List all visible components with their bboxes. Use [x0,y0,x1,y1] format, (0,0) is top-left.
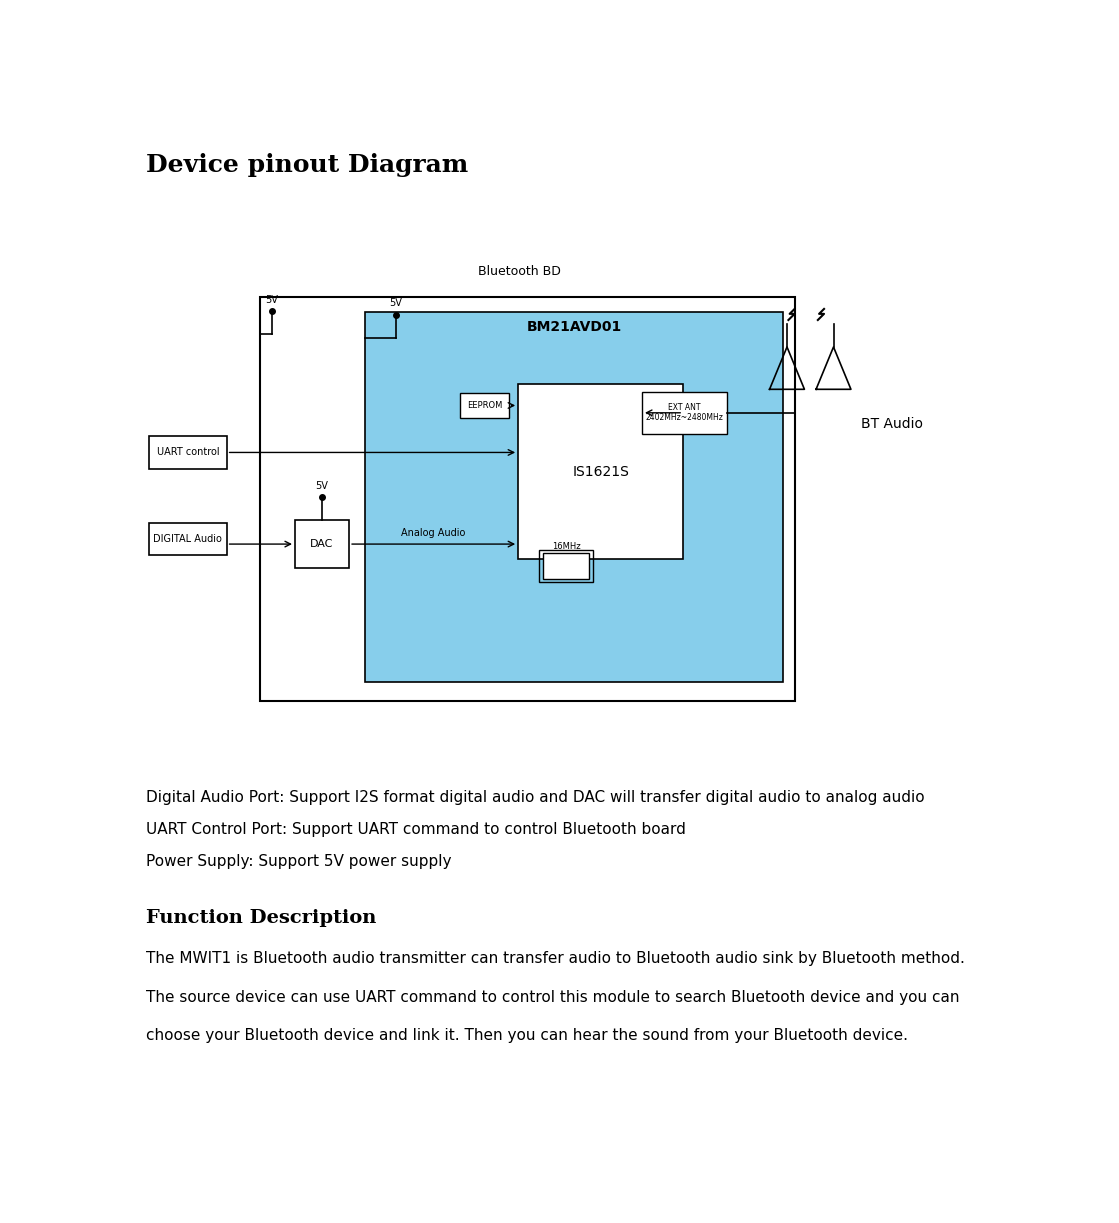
Text: IS1621S: IS1621S [572,465,629,478]
Text: Power Supply: Support 5V power supply: Power Supply: Support 5V power supply [147,855,452,870]
Text: DIGITAL Audio: DIGITAL Audio [153,533,223,544]
Text: BM21AVD01: BM21AVD01 [526,320,621,334]
Bar [149,522,227,555]
Bar [295,520,349,567]
Bar [518,384,684,559]
Text: The MWIT1 is Bluetooth audio transmitter can transfer audio to Bluetooth audio s: The MWIT1 is Bluetooth audio transmitter… [147,951,965,966]
Text: 5V: 5V [389,298,402,308]
Text: EEPROM: EEPROM [467,401,502,410]
Bar [365,312,783,682]
Text: 5V: 5V [265,295,278,305]
Bar [149,437,227,468]
Text: 16MHz: 16MHz [552,542,581,552]
Bar [539,550,593,582]
Text: Device pinout Diagram: Device pinout Diagram [147,153,469,177]
Bar [460,393,509,418]
Text: BT Audio: BT Audio [861,417,923,430]
Bar [543,553,590,578]
Text: The source device can use UART command to control this module to search Bluetoot: The source device can use UART command t… [147,989,960,1005]
Text: Analog Audio: Analog Audio [402,528,466,538]
Text: Bluetooth BD: Bluetooth BD [478,265,561,279]
Text: choose your Bluetooth device and link it. Then you can hear the sound from your : choose your Bluetooth device and link it… [147,1029,909,1043]
Bar [260,297,794,701]
Text: UART Control Port: Support UART command to control Bluetooth board: UART Control Port: Support UART command … [147,822,686,837]
Bar [642,391,727,434]
Text: EXT ANT
2402MHz~2480MHz: EXT ANT 2402MHz~2480MHz [646,404,724,422]
Text: Digital Audio Port: Support I2S format digital audio and DAC will transfer digit: Digital Audio Port: Support I2S format d… [147,790,924,805]
Text: DAC: DAC [310,539,333,549]
Text: 5V: 5V [316,481,329,490]
Text: Function Description: Function Description [147,909,376,927]
Text: UART control: UART control [157,448,219,457]
